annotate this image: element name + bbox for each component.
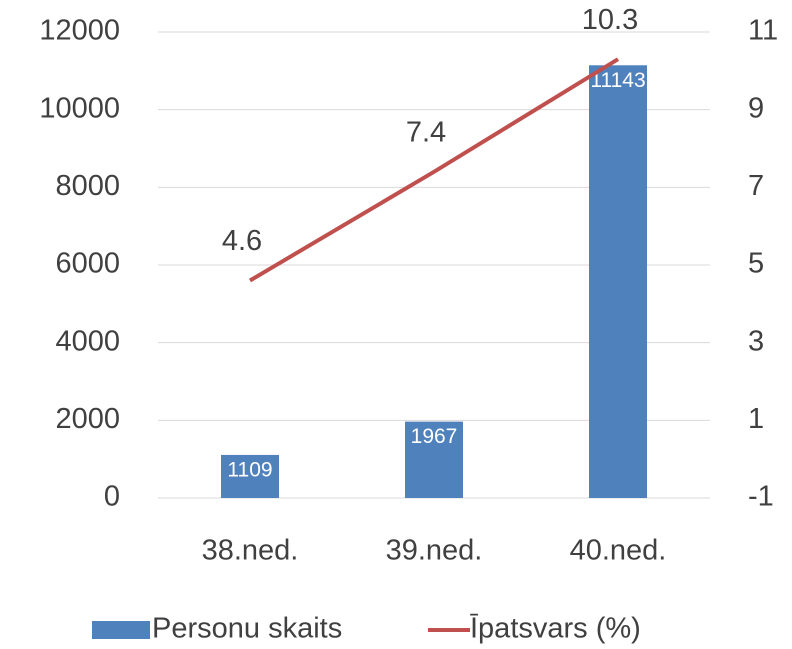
line-value-label: 4.6 [222,225,262,257]
legend-label: Personu skaits [152,613,342,645]
bar-value-label: 11143 [590,69,645,92]
x-tick-label: 39.ned. [386,535,483,567]
y2-tick-label: 1 [748,403,764,435]
bar [405,421,463,498]
legend-label: Īpatsvars (%) [470,613,641,645]
x-tick-label: 40.ned. [570,535,667,567]
y-tick-label: 6000 [55,248,120,280]
y2-tick-label: 11 [748,15,778,47]
y2-tick-label: 9 [748,92,764,124]
bar [221,454,279,498]
bar-value-label: 1967 [411,425,458,448]
y-tick-label: 10000 [39,92,120,124]
x-tick-label: 38.ned. [202,535,299,567]
y2-tick-label: 7 [748,170,764,202]
y-tick-label: 8000 [55,170,120,202]
y-tick-label: 4000 [55,325,120,357]
y2-tick-label: -1 [748,481,774,513]
y2-tick-label: 3 [748,325,764,357]
line-value-label: 10.3 [582,4,638,36]
y2-tick-label: 5 [748,248,764,280]
bar [589,65,647,499]
bar-value-label: 1109 [227,458,272,481]
y-tick-label: 0 [104,481,120,513]
y-tick-label: 12000 [39,15,120,47]
y-tick-label: 2000 [55,403,120,435]
legend-swatch [92,621,150,639]
line-value-label: 7.4 [406,116,446,148]
line [248,57,620,283]
